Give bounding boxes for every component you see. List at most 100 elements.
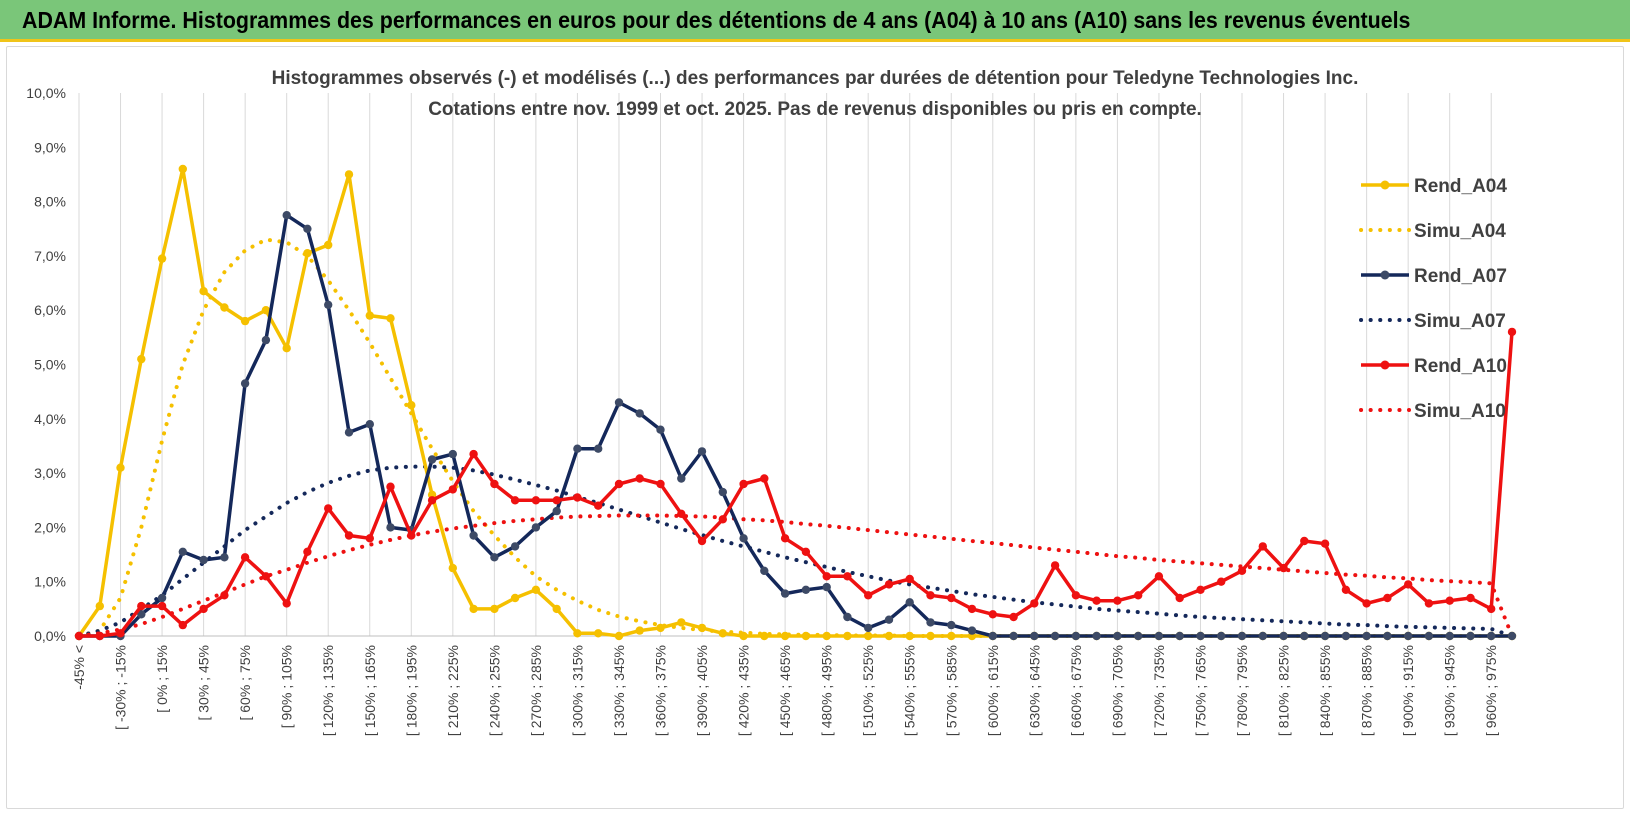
x-tick-label: [ 240% ; 255%	[486, 645, 502, 736]
point-rend_a04	[220, 303, 229, 312]
point-rend_a04	[95, 601, 105, 611]
point-rend_a07	[1092, 631, 1101, 641]
point-rend_a07	[531, 523, 541, 532]
point-rend_a04	[801, 631, 811, 641]
point-rend_a07	[1009, 631, 1018, 641]
point-rend_a10	[677, 509, 686, 518]
x-tick-label: [ 570% ; 585%	[943, 645, 959, 736]
point-rend_a07	[552, 506, 561, 516]
x-tick-label: [ 90% ; 105%	[279, 645, 295, 728]
point-rend_a10	[1341, 585, 1351, 594]
line-simu_a10	[77, 513, 1514, 638]
point-rend_a04	[697, 623, 707, 633]
line-rend_a10	[79, 331, 1514, 638]
point-rend_a07	[1196, 631, 1205, 641]
point-rend_a04	[157, 254, 167, 263]
y-tick-label: 0,0%	[34, 628, 66, 644]
point-rend_a10	[1154, 572, 1164, 581]
x-tick-label: [ 540% ; 555%	[902, 645, 918, 736]
point-rend_a04	[760, 631, 769, 641]
point-rend_a07	[261, 335, 271, 345]
point-rend_a07	[1175, 631, 1184, 641]
y-tick-label: 5,0%	[34, 357, 66, 373]
point-rend_a04	[947, 631, 956, 641]
y-tick-label: 8,0%	[34, 194, 66, 210]
legend-item-rend_a04: Rend_A04	[1361, 176, 1507, 197]
point-rend_a07	[1071, 631, 1081, 641]
point-rend_a10	[947, 593, 956, 603]
point-rend_a10	[1237, 566, 1247, 575]
point-rend_a10	[178, 620, 187, 630]
point-rend_a07	[303, 224, 312, 233]
point-rend_a07	[573, 444, 582, 453]
legend-label: Simu_A10	[1414, 401, 1506, 422]
point-rend_a07	[1341, 631, 1351, 641]
point-rend_a07	[718, 487, 727, 497]
point-rend_a07	[1362, 631, 1371, 641]
point-rend_a10	[74, 631, 84, 641]
y-tick-label: 3,0%	[34, 465, 66, 481]
point-rend_a10	[573, 493, 582, 502]
chart-frame	[6, 46, 1624, 809]
point-rend_a10	[864, 591, 873, 600]
point-rend_a07	[594, 444, 603, 453]
point-rend_a07	[697, 447, 707, 456]
point-rend_a10	[1092, 596, 1101, 605]
x-tick-label: [ 60% ; 75%	[237, 645, 253, 721]
point-rend_a10	[1320, 539, 1330, 548]
x-tick-label: [ 420% ; 435%	[736, 645, 752, 736]
point-rend_a07	[1404, 631, 1413, 641]
legend-label: Simu_A04	[1414, 221, 1506, 242]
point-rend_a04	[448, 563, 457, 573]
point-rend_a10	[324, 504, 333, 513]
point-rend_a10	[199, 604, 208, 614]
point-rend_a04	[240, 316, 250, 326]
point-rend_a04	[116, 463, 125, 472]
point-rend_a10	[988, 610, 997, 619]
point-rend_a10	[137, 601, 146, 611]
point-rend_a07	[157, 593, 167, 603]
point-rend_a07	[1300, 631, 1309, 641]
point-rend_a04	[780, 631, 790, 641]
series-simu_a10	[77, 513, 1514, 638]
point-rend_a07	[1383, 631, 1392, 641]
point-rend_a10	[1134, 591, 1143, 600]
point-rend_a04	[199, 287, 208, 296]
x-tick-label: [ 300% ; 315%	[569, 645, 585, 736]
line-simu_a04	[77, 237, 1514, 638]
point-rend_a10	[718, 515, 727, 524]
point-rend_a10	[1487, 604, 1496, 614]
point-rend_a10	[739, 479, 748, 489]
point-rend_a10	[531, 496, 541, 505]
point-rend_a10	[240, 553, 250, 562]
point-rend_a10	[905, 574, 914, 584]
point-rend_a10	[344, 531, 354, 540]
point-rend_a07	[137, 610, 146, 619]
x-tick-label: [ 480% ; 495%	[819, 645, 835, 736]
series-simu_a04	[77, 237, 1514, 638]
point-rend_a04	[822, 631, 831, 641]
point-rend_a10	[843, 572, 852, 581]
legend-label: Simu_A07	[1414, 311, 1506, 332]
point-rend_a10	[469, 449, 478, 459]
line-simu_a07	[77, 464, 1514, 638]
point-rend_a10	[220, 591, 229, 600]
point-rend_a04	[407, 401, 416, 410]
point-rend_a07	[1424, 631, 1434, 641]
legend-marker	[1380, 360, 1390, 370]
point-rend_a10	[801, 547, 811, 556]
point-rend_a04	[677, 618, 686, 627]
x-tick-label: [ 120% ; 135%	[320, 645, 336, 736]
point-rend_a07	[240, 379, 250, 388]
point-rend_a10	[760, 474, 769, 483]
x-tick-label: [ 690% ; 705%	[1109, 645, 1125, 736]
line-rend_a04	[77, 167, 1512, 638]
legend: Rend_A04 Simu_A04 Rend_A07 Simu_A07 Rend_A10…	[1359, 176, 1507, 422]
point-rend_a07	[1445, 631, 1454, 641]
point-rend_a07	[490, 553, 499, 562]
point-rend_a10	[303, 547, 312, 556]
legend-item-rend_a07: Rend_A07	[1361, 266, 1507, 287]
point-rend_a10	[822, 572, 831, 581]
point-rend_a10	[1071, 591, 1081, 600]
point-rend_a04	[864, 631, 873, 641]
